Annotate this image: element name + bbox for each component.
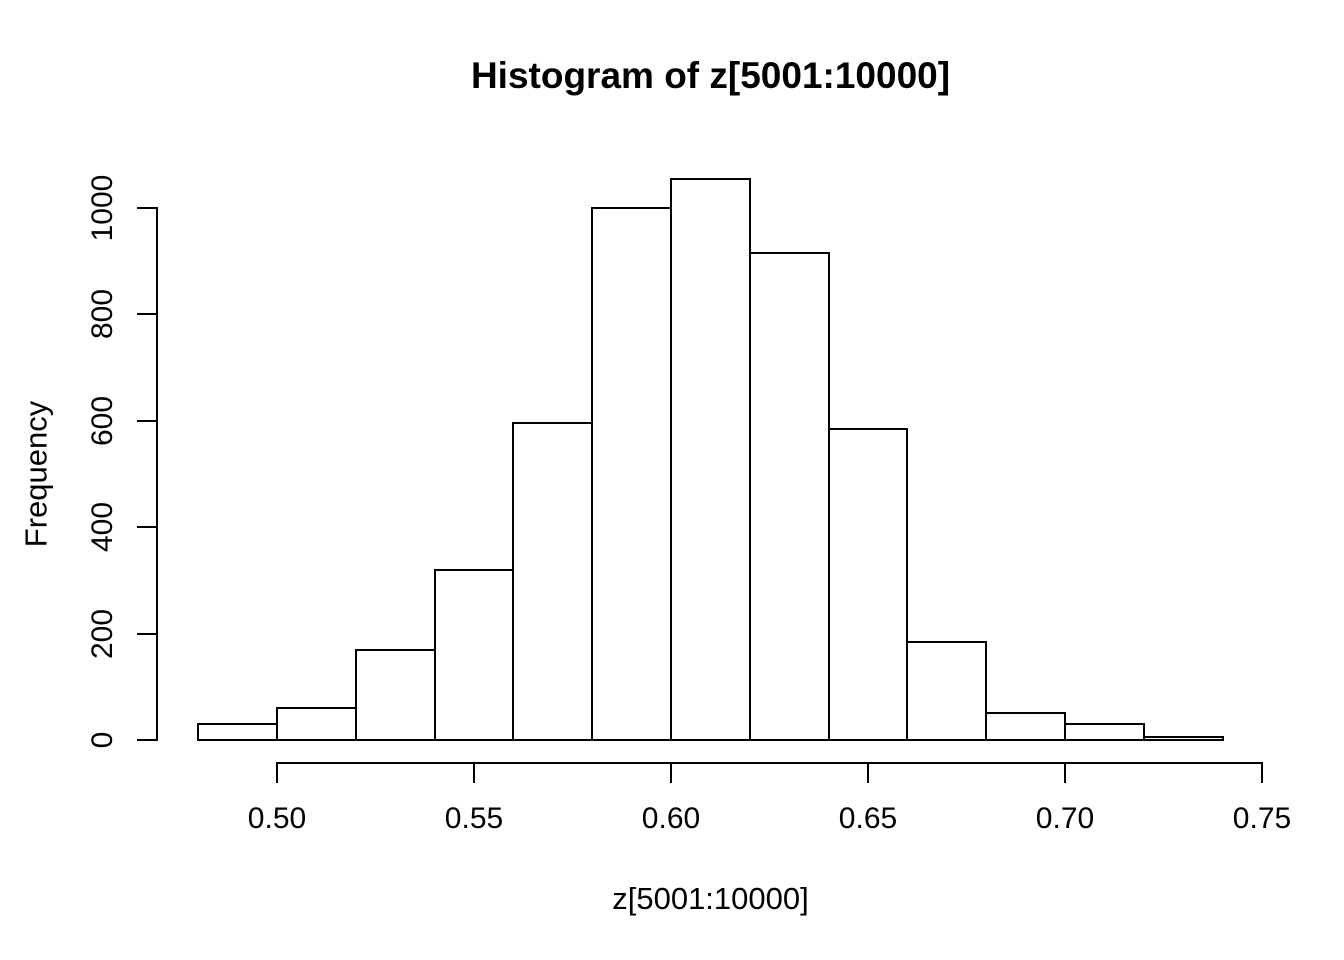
x-axis-tick <box>276 763 278 783</box>
chart-title: Histogram of z[5001:10000] <box>470 55 951 96</box>
x-axis-tick <box>670 763 672 783</box>
y-axis-tick-label: 200 <box>86 608 119 659</box>
x-axis-tick-label: 0.75 <box>1232 802 1292 835</box>
x-axis-tick <box>473 763 475 783</box>
x-axis-tick-label: 0.50 <box>247 802 307 835</box>
x-axis-tick-label: 0.55 <box>444 802 504 835</box>
y-axis-tick-label: 0 <box>86 731 119 749</box>
histogram-bar <box>827 427 909 741</box>
histogram-bar <box>1064 723 1145 741</box>
histogram-bar <box>354 648 436 741</box>
y-axis-tick <box>137 632 157 635</box>
y-axis-label: Frequency <box>18 400 54 548</box>
x-axis-line <box>276 762 1263 764</box>
y-axis-tick <box>137 313 157 316</box>
histogram-bar <box>512 422 594 741</box>
y-axis-tick-label: 400 <box>86 502 119 553</box>
x-axis-tick <box>1261 763 1263 783</box>
histogram-bar <box>985 712 1066 741</box>
histogram-bar <box>433 568 515 741</box>
y-axis-tick <box>137 739 157 741</box>
histogram-bar <box>197 723 278 741</box>
y-axis-tick-label: 600 <box>86 395 119 446</box>
y-axis-tick <box>137 207 157 209</box>
x-axis-tick-label: 0.70 <box>1035 802 1095 835</box>
histogram-bar <box>748 252 830 741</box>
y-axis-tick-label: 800 <box>86 289 119 340</box>
histogram-bar <box>591 207 672 741</box>
x-axis-tick <box>867 763 869 783</box>
x-axis-tick-label: 0.65 <box>838 802 898 835</box>
y-axis-tick-label: 1000 <box>86 174 119 242</box>
y-axis-tick <box>137 419 157 422</box>
x-axis-label: z[5001:10000] <box>612 881 809 916</box>
x-axis-tick-label: 0.60 <box>641 802 701 835</box>
histogram-bar <box>276 707 357 741</box>
x-axis-tick <box>1064 763 1066 783</box>
histogram-bar <box>670 177 751 741</box>
histogram-bar <box>1142 736 1224 741</box>
histogram-bar <box>906 640 988 741</box>
y-axis-tick <box>137 526 157 529</box>
y-axis-line <box>156 207 158 741</box>
